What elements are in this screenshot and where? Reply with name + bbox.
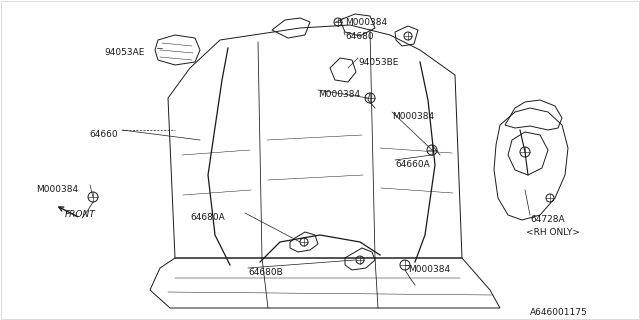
Text: 64680B: 64680B [248,268,283,277]
Text: M000384: M000384 [392,112,434,121]
Text: FRONT: FRONT [65,210,96,219]
Text: M000384: M000384 [408,265,450,274]
Text: M000384: M000384 [36,185,78,194]
Text: A646001175: A646001175 [530,308,588,317]
Text: 64660A: 64660A [395,160,429,169]
Text: 64660: 64660 [90,130,118,139]
Text: 64680: 64680 [345,32,374,41]
Text: M000384: M000384 [318,90,360,99]
Text: 94053AE: 94053AE [104,48,145,57]
Text: M000384: M000384 [345,18,387,27]
Text: <RH ONLY>: <RH ONLY> [526,228,580,237]
Text: 64680A: 64680A [190,213,225,222]
Text: 94053BE: 94053BE [358,58,398,67]
Text: 64728A: 64728A [530,215,564,224]
